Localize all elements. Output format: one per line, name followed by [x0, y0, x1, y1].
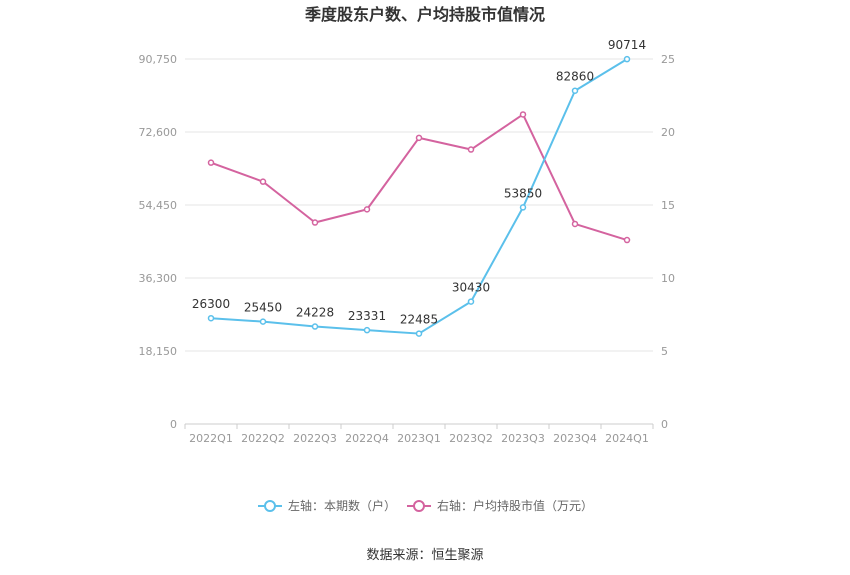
- data-point: [363, 206, 371, 213]
- series-line: [210, 58, 628, 335]
- x-axis-tick-label: 2023Q1: [397, 432, 441, 445]
- left-axis: 0 18,150 36,300 54,450 72,600 90,750: [139, 53, 178, 431]
- data-label: 90714: [608, 38, 646, 52]
- data-point: [363, 326, 371, 334]
- data-point: [623, 236, 631, 244]
- data-point: [571, 220, 579, 228]
- x-axis-tick-label: 2023Q3: [501, 432, 545, 445]
- legend-marker: [264, 500, 276, 512]
- series-layer: 26300 25450 24228 23331 22485 30430 53850 82860…: [192, 38, 646, 337]
- left-axis-tick-label: 90,750: [139, 53, 178, 66]
- data-point: [623, 55, 631, 63]
- data-point: [519, 111, 527, 118]
- data-point: [467, 146, 475, 153]
- right-axis-tick-label: 0: [661, 418, 668, 431]
- data-label: 24228: [296, 306, 334, 320]
- legend-item[interactable]: 右轴：户均持股市值（万元）: [407, 498, 593, 513]
- data-point: [519, 204, 527, 211]
- grid: [185, 58, 653, 425]
- data-point: [415, 134, 423, 142]
- data-point: [311, 219, 319, 226]
- x-axis-tick-label: 2024Q1: [605, 432, 649, 445]
- data-label: 23331: [348, 309, 386, 323]
- right-axis-tick-label: 20: [661, 126, 675, 139]
- series-line: [210, 113, 628, 241]
- series-right: [207, 111, 631, 244]
- data-point: [259, 178, 267, 185]
- data-label: 25450: [244, 301, 282, 315]
- data-point: [311, 323, 319, 330]
- data-point: [207, 159, 215, 166]
- chart-title: 季度股东户数、户均持股市值情况: [304, 5, 545, 24]
- left-axis-tick-label: 54,450: [139, 199, 178, 212]
- x-axis-tick-label: 2022Q1: [189, 432, 233, 445]
- left-axis-tick-label: 18,150: [139, 345, 178, 358]
- legend-label: 右轴：户均持股市值（万元）: [437, 498, 593, 513]
- data-label: 82860: [556, 70, 594, 84]
- right-axis-tick-label: 15: [661, 199, 675, 212]
- legend-label: 左轴：本期数（户）: [288, 498, 396, 513]
- source-note: 数据来源：恒生聚源: [366, 548, 483, 563]
- data-point: [415, 330, 423, 337]
- data-point: [259, 318, 267, 325]
- data-label: 22485: [400, 313, 438, 327]
- data-point: [207, 314, 215, 322]
- legend-marker: [413, 500, 425, 512]
- data-label: 26300: [192, 297, 230, 311]
- x-axis-tick-label: 2022Q4: [345, 432, 389, 445]
- left-axis-tick-label: 72,600: [139, 126, 178, 139]
- data-point: [467, 298, 475, 305]
- x-axis: 2022Q1 2022Q2 2022Q3 2022Q4 2023Q1 2023Q2 2023…: [184, 424, 654, 445]
- series-left: 26300 25450 24228 23331 22485 30430 53850 82860…: [192, 38, 646, 337]
- left-axis-tick-label: 0: [170, 418, 177, 431]
- right-axis: 0 5 10 15 20 25: [661, 53, 675, 431]
- legend[interactable]: 左轴：本期数（户） 右轴：户均持股市值（万元）: [258, 498, 593, 513]
- x-axis-tick-label: 2022Q3: [293, 432, 337, 445]
- legend-item[interactable]: 左轴：本期数（户）: [258, 498, 396, 513]
- x-axis-tick-label: 2023Q2: [449, 432, 493, 445]
- right-axis-tick-label: 25: [661, 53, 675, 66]
- data-label: 30430: [452, 281, 490, 295]
- x-axis-tick-label: 2023Q4: [553, 432, 597, 445]
- right-axis-tick-label: 5: [661, 345, 668, 358]
- data-point: [571, 87, 579, 94]
- x-axis-tick-label: 2022Q2: [241, 432, 285, 445]
- right-axis-tick-label: 10: [661, 272, 675, 285]
- data-label: 53850: [504, 186, 542, 200]
- left-axis-tick-label: 36,300: [139, 272, 178, 285]
